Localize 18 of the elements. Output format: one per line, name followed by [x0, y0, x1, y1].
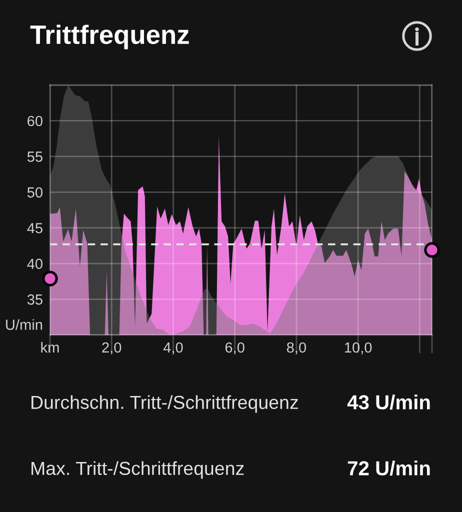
- y-tick-label: 35: [27, 294, 42, 305]
- text: 72 U/min: [348, 460, 430, 476]
- x-tick-label: 8,0: [286, 342, 306, 354]
- text: Max. Tritt-/Schrittfrequenz: [32, 461, 244, 479]
- x-tick-label: 2,0: [102, 342, 122, 354]
- y-tick-label: 55: [27, 152, 42, 162]
- x-tick-label: 10,0: [344, 342, 372, 354]
- y-tick-label: 60: [28, 116, 42, 126]
- x-tick-label: 4,0: [163, 342, 183, 354]
- y-tick-label: 40: [27, 258, 42, 269]
- y-tick-label: 45: [27, 223, 42, 234]
- y-axis-title: U/min: [6, 319, 42, 330]
- text: Durchschn. Tritt-/Schrittfrequenz: [32, 395, 298, 413]
- x-tick-label: km: [41, 342, 59, 353]
- x-tick-label: 6,0: [225, 342, 244, 354]
- chart-title: Trittfrequenz: [30, 24, 189, 50]
- text: 43 U/min: [347, 394, 430, 410]
- y-tick-label: 50: [27, 187, 42, 198]
